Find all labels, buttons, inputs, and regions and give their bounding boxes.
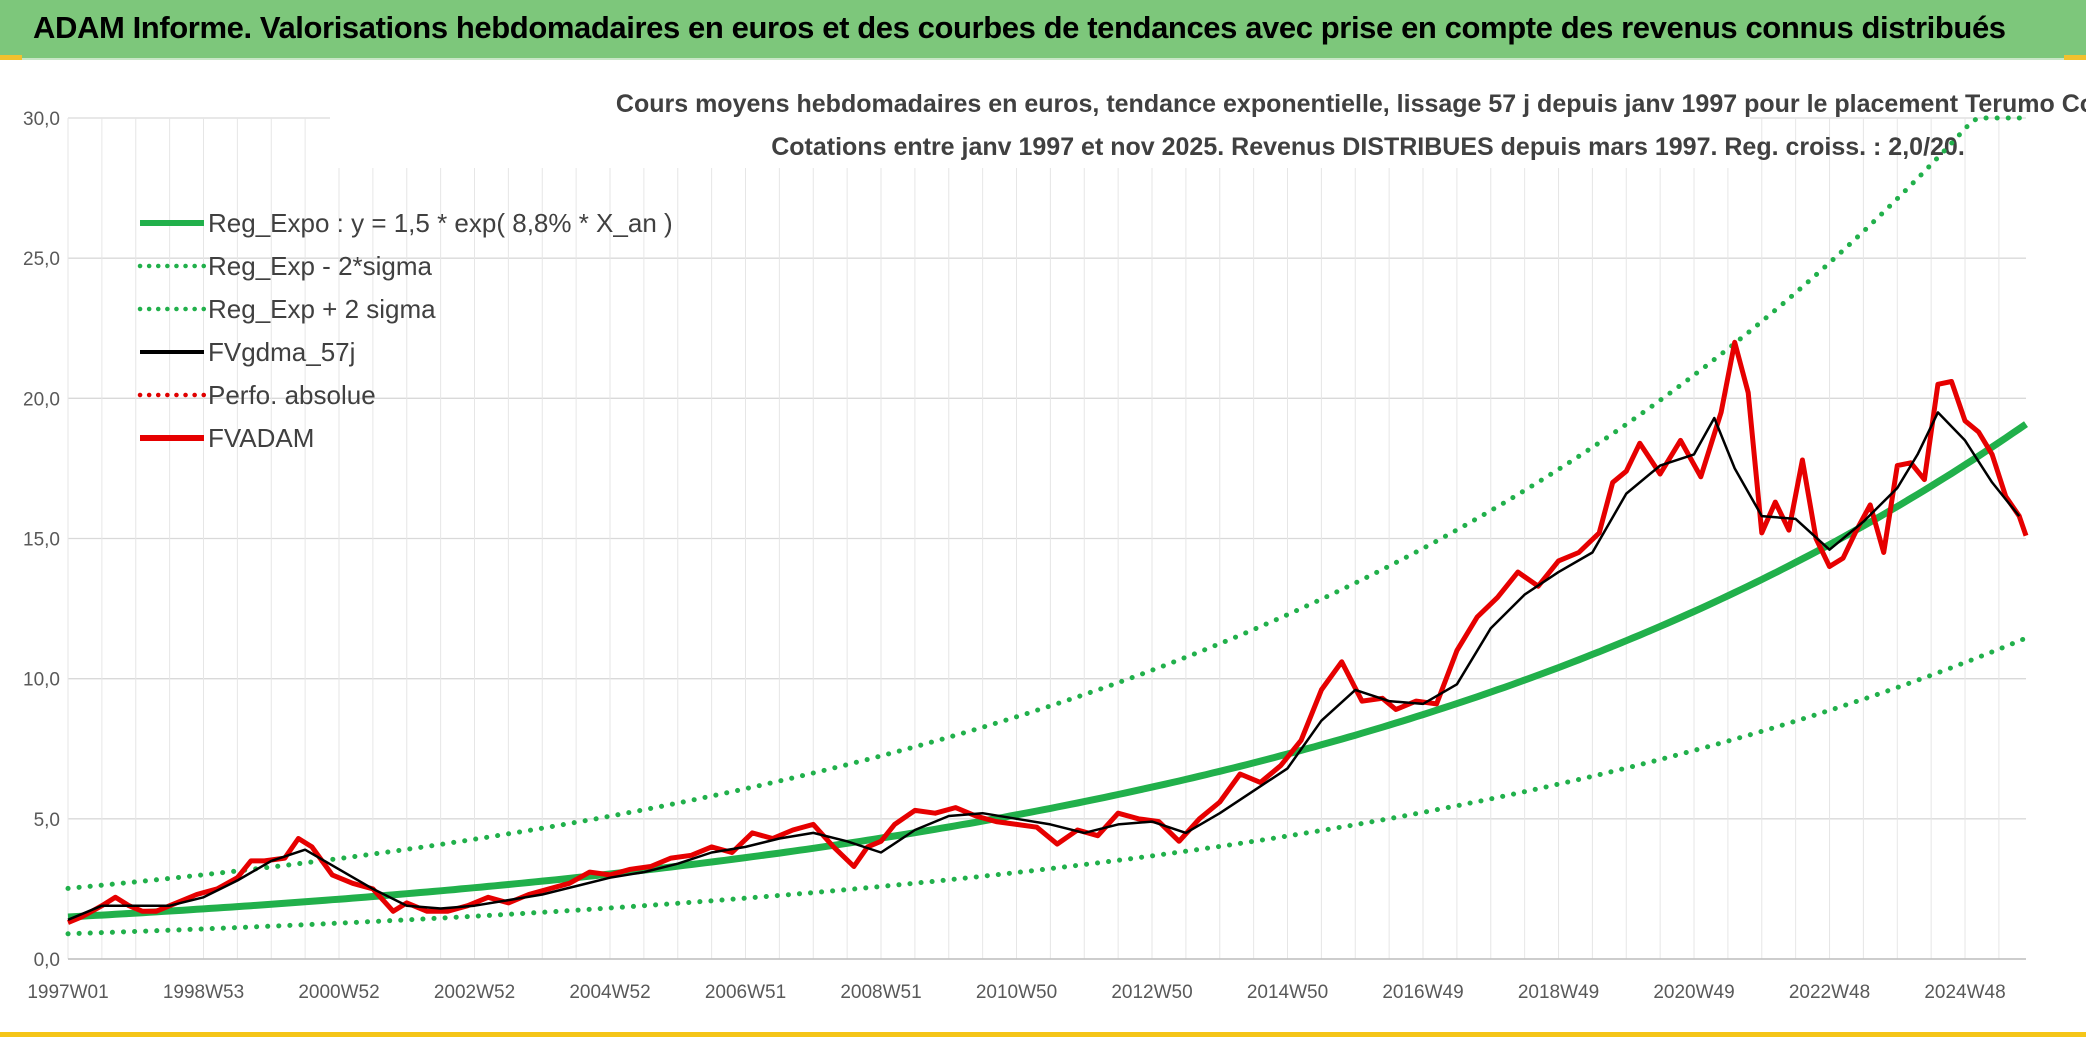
series-fvadam [67,339,2029,925]
x-tick-label: 2006W51 [705,982,786,1003]
series-fvgdma-57j [67,411,2021,921]
chart-title-line-2: Cotations entre janv 1997 et nov 2025. R… [771,133,1965,161]
legend-label: Perfo. absolue [208,380,376,410]
x-tick-label: 2024W48 [1924,982,2005,1003]
report-title: ADAM Informe. Valorisations hebdomadaire… [33,10,2006,45]
y-axis-ticks: 0,0 5,0 10,0 15,0 20,0 25,0 30,0 [23,109,60,971]
x-tick-label: 1998W53 [163,982,244,1003]
y-tick-label: 5,0 [34,810,60,831]
corner-marker [2064,55,2086,60]
y-tick-label: 10,0 [23,670,60,691]
x-tick-label: 2022W48 [1789,982,1870,1003]
legend-label: Reg_Expo : y = 1,5 * exp( 8,8% * X_an ) [208,208,673,238]
chart-area [0,60,2086,1037]
report-banner: ADAM Informe. Valorisations hebdomadaire… [0,0,2086,60]
legend-label: Reg_Exp - 2*sigma [208,251,433,281]
x-tick-label: 2010W50 [976,982,1057,1003]
x-tick-label: 2020W49 [1653,982,1734,1003]
series-reg-exp-plus-2-sigma [65,115,2029,891]
series-reg-exp-minus-2-sigma [65,635,2029,937]
series-reg-expo [67,421,2028,921]
y-tick-label: 15,0 [23,530,60,551]
x-tick-label: 2014W50 [1247,982,1328,1003]
legend-label: FVgdma_57j [208,337,355,367]
x-tick-label: 2000W52 [298,982,379,1003]
legend-label: Reg_Exp + 2 sigma [208,294,436,324]
chart-legend: Reg_Expo : y = 1,5 * exp( 8,8% * X_an ) R… [137,208,673,453]
x-axis-ticks: 1997W01 1998W53 2000W52 2002W52 2004W52 2006W… [27,982,2005,1003]
x-tick-label: 2018W49 [1518,982,1599,1003]
series-layer [65,115,2029,937]
x-tick-label: 2002W52 [434,982,515,1003]
x-tick-label: 2012W50 [1111,982,1192,1003]
x-tick-label: 1997W01 [27,982,108,1003]
corner-marker [0,55,22,60]
chart-title-background [330,82,1750,168]
x-tick-label: 2016W49 [1382,982,1463,1003]
y-tick-label: 30,0 [23,109,60,130]
y-tick-label: 20,0 [23,389,60,410]
chart-title-line-1: Cours moyens hebdomadaires en euros, ten… [616,90,2086,118]
x-tick-label: 2004W52 [569,982,650,1003]
x-tick-label: 2008W51 [840,982,921,1003]
legend-label: FVADAM [208,423,314,453]
y-tick-label: 0,0 [34,950,60,971]
y-tick-label: 25,0 [23,249,60,270]
